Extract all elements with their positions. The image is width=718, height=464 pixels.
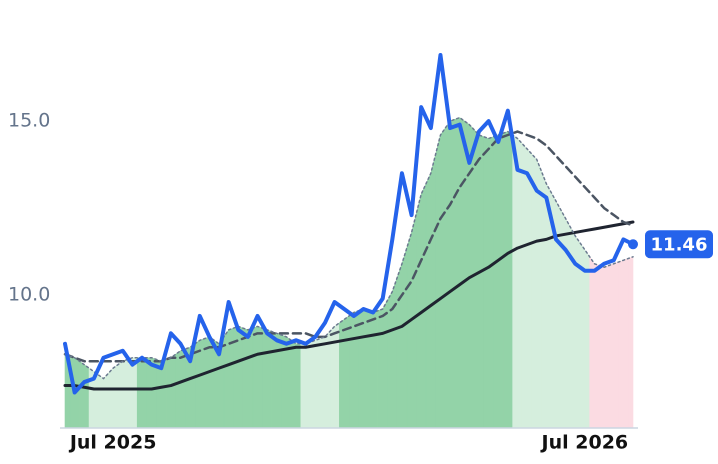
area-slice <box>165 353 177 429</box>
area-slice <box>512 134 523 429</box>
area-slice <box>127 357 138 429</box>
area-slice <box>252 326 263 429</box>
area-slice <box>435 127 446 429</box>
area-slice <box>367 310 379 429</box>
area-slice <box>319 330 331 429</box>
area-slice <box>454 117 465 429</box>
area-slice <box>339 315 350 429</box>
area-slice <box>117 359 128 429</box>
area-slice <box>79 360 90 429</box>
area-slice <box>290 339 302 429</box>
series-line <box>64 116 634 380</box>
area-slice <box>444 118 456 429</box>
area-slice <box>242 327 254 429</box>
x-tick-label: Jul 2026 <box>540 432 629 454</box>
area-slice <box>377 299 388 429</box>
area-slice <box>618 258 629 429</box>
area-slice <box>146 357 157 429</box>
area-slice <box>108 364 119 429</box>
series-line <box>63 52 635 395</box>
x-tick-label: Jul 2025 <box>68 432 157 454</box>
area-slice <box>136 357 148 429</box>
area-slice <box>473 129 485 429</box>
last-value-dot <box>628 239 638 250</box>
area-slice <box>560 208 571 429</box>
area-slice <box>204 336 215 429</box>
y-tick-label: 15.0 <box>8 110 50 132</box>
area-slice <box>262 327 273 429</box>
area-slice <box>358 308 369 429</box>
area-slice <box>387 277 398 429</box>
y-tick-label: 10.0 <box>8 284 50 306</box>
area-slice <box>627 256 634 429</box>
area-slice <box>175 348 186 429</box>
area-slice <box>599 265 610 429</box>
area-slice <box>608 261 619 429</box>
area-slice <box>493 132 504 429</box>
area-slice <box>521 142 533 429</box>
area-slice <box>502 131 513 429</box>
area-slice <box>329 322 340 429</box>
area-slice <box>483 136 494 429</box>
area-slice <box>310 338 321 429</box>
series-line <box>63 220 635 391</box>
area-slice <box>425 154 436 429</box>
area-slice <box>416 183 427 429</box>
area-slice <box>300 341 311 429</box>
last-value-pill <box>645 230 713 259</box>
area-slice <box>271 331 282 429</box>
last-value-label: 11.46 <box>651 234 708 255</box>
area-slice <box>98 372 109 429</box>
area-slice <box>589 255 600 429</box>
